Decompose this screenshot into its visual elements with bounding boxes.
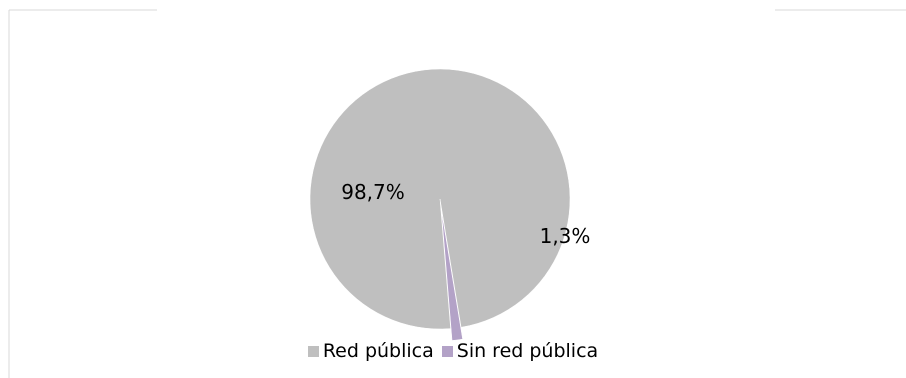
data-label-1: 98,7% <box>341 180 405 204</box>
legend-swatch-sin-red-publica <box>441 345 453 357</box>
legend-label-sin-red-publica: Sin red pública <box>456 340 599 362</box>
pie-data-labels: 98,7% 1,3% <box>341 180 590 248</box>
legend-label-red-publica: Red pública <box>322 340 434 362</box>
data-label-2: 1,3% <box>540 224 591 248</box>
pie-slices <box>309 68 571 341</box>
legend-entry-red-publica: Red pública <box>307 340 434 362</box>
legend-swatch-red-publica <box>307 345 319 357</box>
chart-frame-lines <box>8 9 906 378</box>
chart-legend: Red pública Sin red pública <box>0 340 906 362</box>
legend-entry-sin-red-publica: Sin red pública <box>441 340 599 362</box>
pie-slice-2 <box>441 210 463 341</box>
pie-slice-1 <box>309 68 571 330</box>
